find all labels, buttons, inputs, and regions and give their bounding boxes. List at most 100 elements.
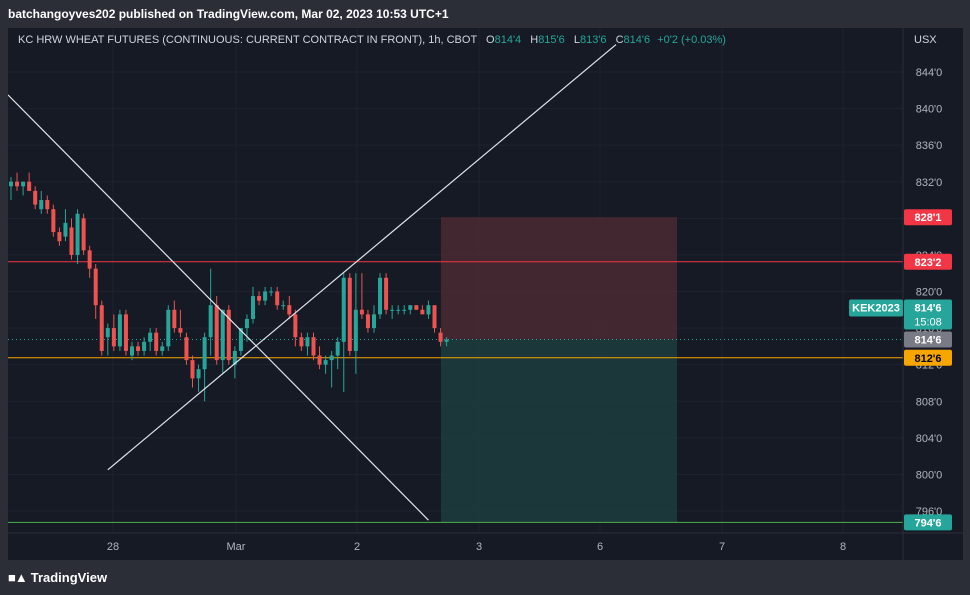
candle-body — [390, 309, 395, 311]
candle-body — [202, 337, 207, 370]
candle-body — [81, 218, 86, 251]
candle-body — [142, 341, 147, 351]
candle-body — [353, 309, 358, 351]
candle-body — [184, 337, 189, 361]
symbol-tag-box — [849, 299, 903, 317]
candle-body — [172, 309, 177, 329]
candle-body — [365, 314, 370, 329]
candle-body — [402, 309, 407, 311]
candle-body — [178, 328, 183, 333]
price-label-box — [904, 349, 952, 366]
candle-body — [93, 268, 98, 306]
take-profit-zone — [441, 339, 677, 523]
candle-body — [111, 328, 116, 347]
high-label: H — [530, 34, 539, 46]
candle-body — [244, 318, 249, 329]
candlestick-chart[interactable]: 844'0840'0836'0832'0828'0824'0820'0816'0… — [8, 28, 963, 560]
symbol-title: KC HRW WHEAT FUTURES (CONTINUOUS: CURREN… — [18, 34, 477, 46]
chart-area[interactable]: 844'0840'0836'0832'0828'0824'0820'0816'0… — [8, 28, 963, 560]
candle-body — [33, 190, 38, 205]
x-tick-label: 7 — [719, 541, 725, 553]
candle-body — [438, 332, 443, 342]
low-value: 813'6 — [579, 34, 607, 46]
low-label: L — [573, 34, 580, 46]
candle-body — [9, 181, 13, 187]
candle-body — [214, 305, 219, 361]
candle-body — [15, 181, 20, 187]
candle-body — [347, 277, 352, 351]
price-label-box — [904, 514, 952, 531]
candle-body — [232, 350, 237, 365]
candle-body — [384, 277, 389, 310]
candle-body — [166, 309, 171, 347]
currency-label[interactable]: USX — [914, 34, 937, 46]
candle-body — [257, 296, 262, 301]
candle-body — [39, 200, 44, 210]
open-value: 814'4 — [494, 34, 522, 46]
x-tick-label: 28 — [107, 541, 119, 553]
candle-body — [57, 232, 62, 242]
candle-body — [208, 305, 213, 338]
candle-body — [238, 328, 243, 351]
high-value: 815'6 — [538, 34, 565, 46]
candle-body — [154, 332, 159, 351]
candle-body — [130, 346, 134, 356]
y-tick-label: 836'0 — [916, 140, 943, 152]
candle-body — [414, 305, 419, 310]
candle-body — [123, 314, 128, 351]
stop-loss-zone — [441, 217, 677, 340]
candle-body — [275, 291, 280, 306]
candle-body — [378, 277, 383, 315]
symbol-tag: KEK2023 — [852, 303, 900, 315]
x-tick-label: 6 — [597, 541, 603, 553]
close-label: C — [615, 34, 624, 46]
candle-body — [51, 209, 56, 233]
candle-body — [317, 355, 322, 365]
candle-body — [311, 337, 316, 356]
candle-body — [21, 181, 26, 187]
candle-body — [99, 305, 104, 351]
x-tick-label: 8 — [840, 541, 846, 553]
y-tick-label: 844'0 — [916, 67, 943, 79]
candle-body — [323, 360, 328, 365]
price-label: 812'6 — [914, 353, 941, 365]
candle-body — [329, 355, 334, 361]
candle-body — [220, 309, 225, 361]
y-tick-label: 800'0 — [916, 469, 943, 481]
candle-body — [148, 332, 153, 342]
y-tick-label: 832'0 — [916, 177, 943, 189]
candle-body — [196, 369, 201, 379]
price-label-box — [904, 209, 952, 226]
candle-body — [45, 200, 50, 210]
candle-body — [396, 309, 401, 311]
candle-body — [293, 314, 298, 338]
y-tick-label: 820'0 — [916, 287, 943, 299]
candle-body — [359, 309, 364, 315]
y-tick-label: 804'0 — [916, 433, 943, 445]
tradingview-logo-icon: ■▲ — [8, 569, 28, 585]
candle-body — [287, 305, 292, 315]
candle-body — [372, 314, 376, 329]
price-label: 828'1 — [914, 212, 941, 224]
x-tick-label: 2 — [354, 541, 360, 553]
candle-body — [420, 309, 425, 315]
x-tick-label: 3 — [476, 541, 482, 553]
current-price-box — [904, 299, 952, 330]
chart-legend: KC HRW WHEAT FUTURES (CONTINUOUS: CURREN… — [18, 34, 726, 46]
publish-info: batchangoyves202 published on TradingVie… — [8, 7, 449, 21]
candle-body — [69, 227, 74, 255]
candle-body — [305, 337, 310, 347]
candle-body — [341, 277, 346, 342]
brand-name[interactable]: TradingView — [30, 569, 108, 585]
price-label: 823'2 — [914, 257, 941, 269]
candle-body — [160, 346, 165, 351]
candle-body — [426, 305, 431, 315]
candle-body — [136, 346, 141, 351]
candle-body — [299, 337, 304, 347]
candle-body — [105, 328, 110, 338]
y-tick-label: 840'0 — [916, 104, 943, 116]
x-tick-label: Mar — [227, 541, 246, 553]
candle-body — [281, 305, 286, 307]
price-label: 814'6 — [914, 335, 941, 347]
footer: ■▲ TradingView — [8, 566, 107, 588]
